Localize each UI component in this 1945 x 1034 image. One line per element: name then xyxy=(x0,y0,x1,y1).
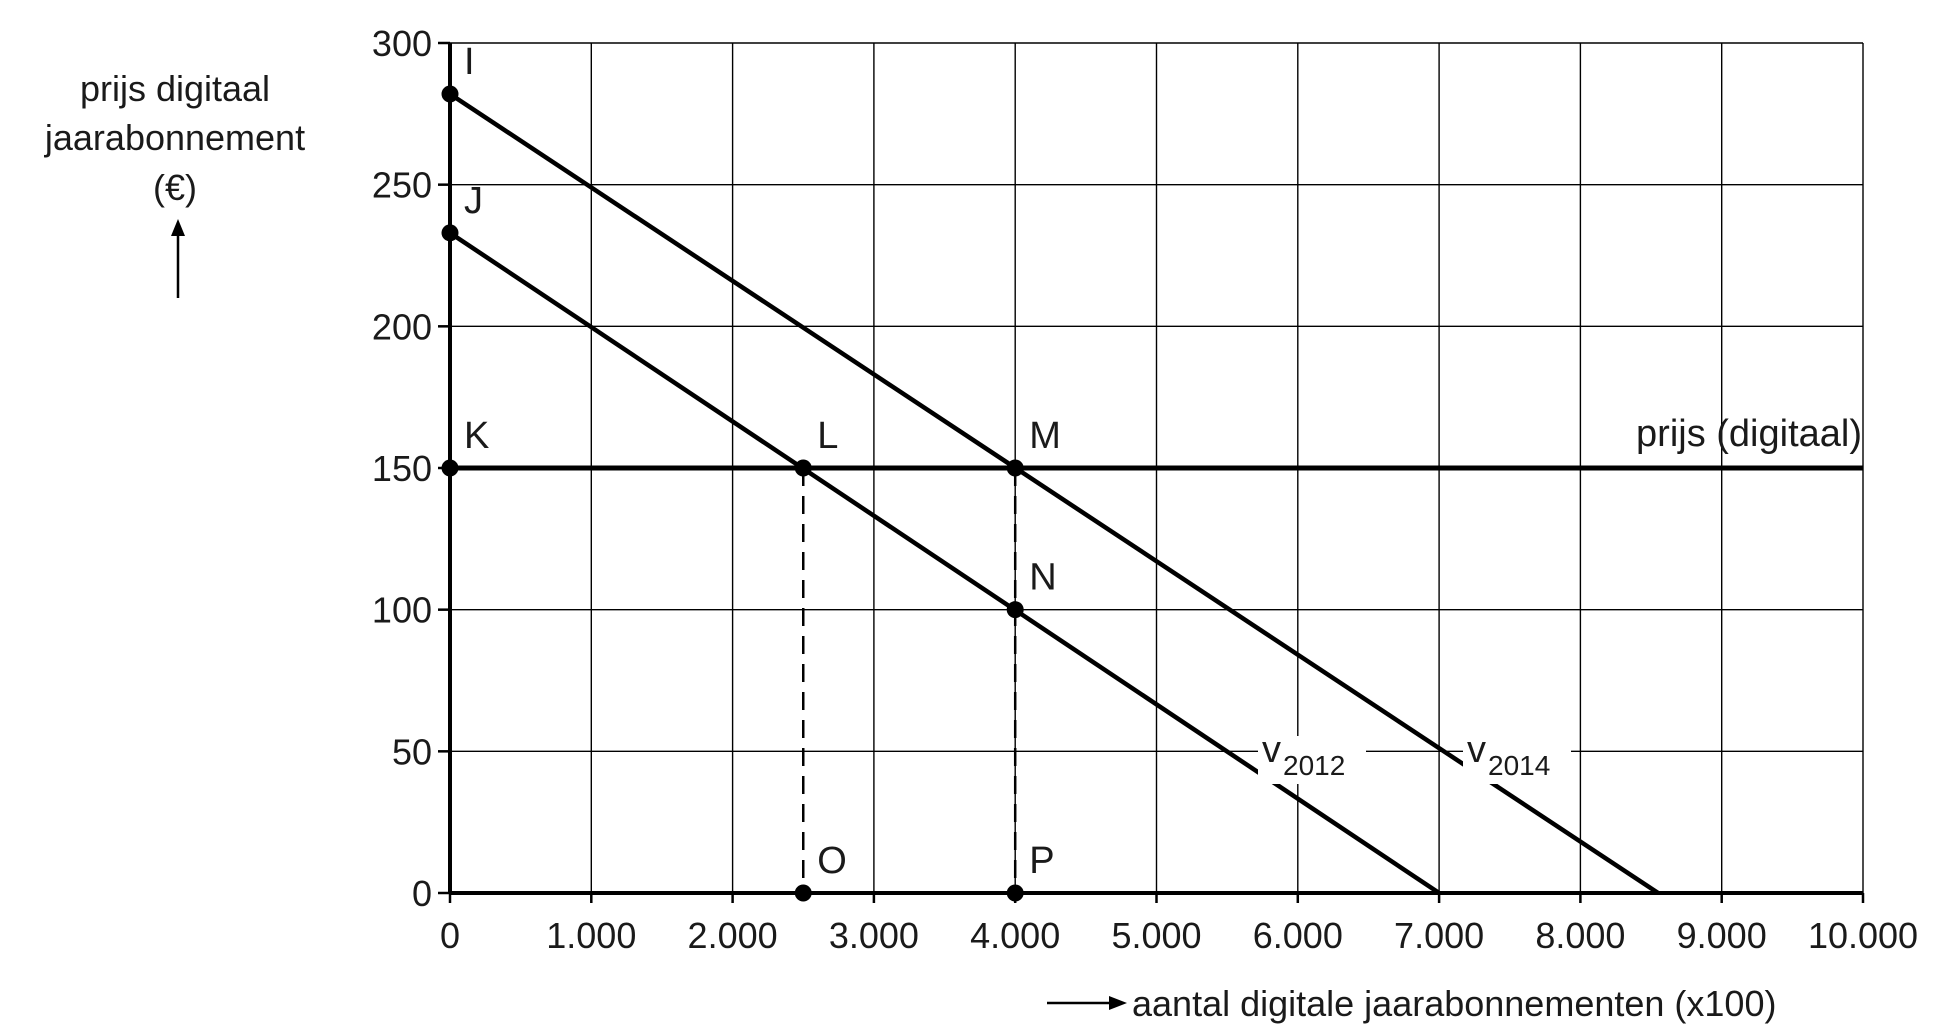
series-label-v2014: v 2014 xyxy=(1463,729,1571,784)
y-tick-label: 300 xyxy=(372,23,432,64)
point-label-I: I xyxy=(464,41,475,83)
y-tick-label: 50 xyxy=(392,731,432,772)
series-label-v2012-main: v xyxy=(1262,729,1281,771)
x-tick-label: 8.000 xyxy=(1535,915,1625,956)
point-label-P: P xyxy=(1029,840,1054,882)
point-M xyxy=(1006,459,1024,477)
point-label-J: J xyxy=(464,180,483,222)
series-line-v2012 xyxy=(448,230,1441,895)
x-tick-label: 10.000 xyxy=(1808,915,1918,956)
data-points: I J K L M N O P xyxy=(441,41,1061,902)
y-axis-label-line-1: prijs digitaal xyxy=(80,68,270,109)
series-label-v2014-main: v xyxy=(1467,729,1486,771)
y-tick-label: 200 xyxy=(372,306,432,347)
y-axis-label-line-3: (€) xyxy=(153,167,197,208)
y-tick-label: 100 xyxy=(372,590,432,631)
point-N xyxy=(1006,601,1024,619)
point-K xyxy=(441,459,459,477)
point-label-O: O xyxy=(817,840,847,882)
tick-labels: 0 1.000 2.000 3.000 4.000 5.000 6.000 7.000 8.00… xyxy=(372,23,1918,956)
x-tick-label: 3.000 xyxy=(829,915,919,956)
x-tick-label: 7.000 xyxy=(1394,915,1484,956)
arrow-right-icon xyxy=(1047,996,1127,1010)
x-tick-label: 6.000 xyxy=(1253,915,1343,956)
y-tick-label: 0 xyxy=(412,873,432,914)
x-tick-label: 9.000 xyxy=(1677,915,1767,956)
y-tick-label: 250 xyxy=(372,165,432,206)
y-axis-label-line-2: jaarabonnement xyxy=(44,117,305,158)
point-P xyxy=(1006,884,1024,902)
point-L xyxy=(794,459,812,477)
point-O xyxy=(794,884,812,902)
x-tick-label: 1.000 xyxy=(546,915,636,956)
y-axis-label: prijs digitaal jaarabonnement (€) xyxy=(44,68,305,298)
series-label-v2014-sub: 2014 xyxy=(1488,750,1550,781)
x-tick-label: 2.000 xyxy=(688,915,778,956)
point-label-N: N xyxy=(1029,557,1056,599)
series-label-v2012: v 2012 xyxy=(1258,729,1366,784)
series-label-prijs-digitaal: prijs (digitaal) xyxy=(1636,413,1862,455)
point-label-L: L xyxy=(817,415,838,457)
point-J xyxy=(441,224,459,242)
arrow-up-icon xyxy=(171,219,185,298)
x-axis-label: aantal digitale jaarabonnementen (x100) xyxy=(1047,983,1776,1024)
y-tick-label: 150 xyxy=(372,448,432,489)
x-tick-label: 5.000 xyxy=(1111,915,1201,956)
series-line-v2014 xyxy=(448,92,1660,895)
point-I xyxy=(441,85,459,103)
x-tick-label: 0 xyxy=(440,915,460,956)
x-axis-label-text: aantal digitale jaarabonnementen (x100) xyxy=(1132,983,1776,1024)
point-label-M: M xyxy=(1029,415,1061,457)
x-tick-label: 4.000 xyxy=(970,915,1060,956)
series-label-v2012-sub: 2012 xyxy=(1283,750,1345,781)
point-label-K: K xyxy=(464,415,489,457)
